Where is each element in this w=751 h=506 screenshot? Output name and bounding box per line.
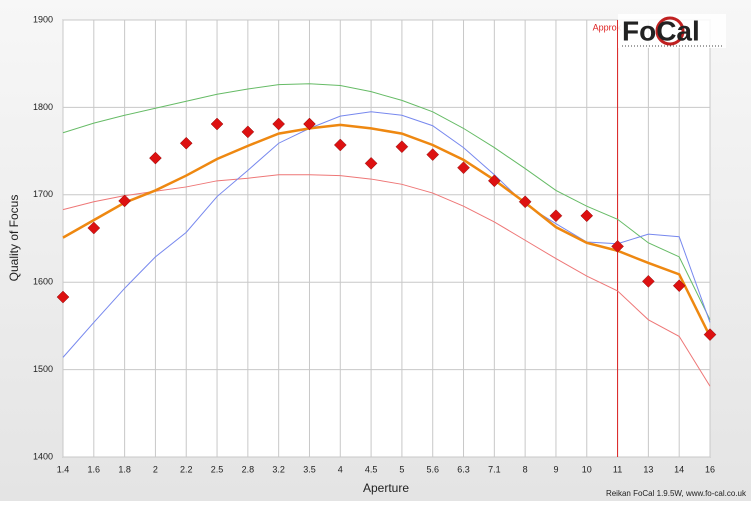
- data-point: [364, 156, 378, 170]
- footer: Reikan FoCal 1.9.5W, www.fo-cal.co.uk: [606, 489, 747, 498]
- x-tick-label: 5: [399, 464, 404, 474]
- data-point: [272, 117, 286, 131]
- plot-area: [62, 19, 711, 458]
- data-point: [703, 328, 717, 341]
- data-point: [457, 161, 470, 175]
- data-point: [487, 174, 501, 188]
- x-tick-label: 1.6: [88, 464, 101, 474]
- data-point: [149, 151, 162, 165]
- logo: FoCal: [622, 15, 700, 46]
- data-point: [395, 140, 409, 154]
- fit-line: [62, 123, 712, 337]
- x-tick-label: 4: [338, 464, 343, 474]
- x-tick-label: 3.2: [272, 464, 285, 474]
- x-tick-label: 1.8: [118, 464, 131, 474]
- logo-bg: [618, 14, 726, 48]
- x-tick-label: 8: [523, 464, 528, 474]
- y-tick-label: 1500: [33, 364, 53, 374]
- data-point: [241, 125, 255, 139]
- x-tick-label: 5.6: [426, 464, 439, 474]
- x-tick-label: 2.5: [211, 464, 224, 474]
- data-point: [210, 117, 224, 131]
- fit-line: [62, 83, 711, 321]
- x-tick-label: 16: [705, 464, 715, 474]
- y-tick-label: 1800: [33, 102, 53, 112]
- x-tick-label: 1.4: [57, 464, 70, 474]
- data-point: [87, 221, 101, 235]
- x-tick-label: 3.5: [303, 464, 316, 474]
- x-tick-label: 10: [582, 464, 592, 474]
- logo-ring: [655, 16, 685, 46]
- data-point: [672, 279, 686, 293]
- data-point: [549, 209, 563, 223]
- y-tick-label: 1900: [33, 14, 53, 24]
- y-tick-label: 1700: [33, 189, 53, 199]
- data-point: [56, 290, 70, 304]
- x-tick-label: 7.1: [488, 464, 501, 474]
- data-point: [179, 136, 193, 150]
- data-point: [426, 148, 440, 161]
- fit-line: [62, 174, 711, 387]
- data-point: [611, 240, 624, 253]
- data-point: [642, 274, 655, 288]
- data-point: [303, 117, 316, 131]
- x-tick-label: 2.8: [242, 464, 255, 474]
- x-tick-label: 11: [613, 464, 622, 474]
- x-tick-label: 2: [153, 464, 158, 474]
- y-tick-label: 1400: [33, 451, 53, 461]
- data-point: [580, 209, 594, 223]
- fit-line: [62, 111, 711, 358]
- data-point: [333, 138, 347, 152]
- x-tick-label: 13: [643, 464, 653, 474]
- x-tick-label: 2.2: [180, 464, 193, 474]
- x-axis-title: Aperture: [363, 481, 409, 495]
- x-tick-label: 4.5: [365, 464, 378, 474]
- x-tick-label: 9: [553, 464, 558, 474]
- x-tick-label: 6.3: [457, 464, 470, 474]
- data-point: [118, 194, 131, 208]
- data-point: [518, 195, 532, 209]
- y-axis-title: Quality of Focus: [7, 195, 21, 282]
- x-tick-label: 14: [674, 464, 684, 474]
- y-tick-label: 1600: [33, 277, 53, 287]
- marker-label: Approx: [593, 22, 622, 32]
